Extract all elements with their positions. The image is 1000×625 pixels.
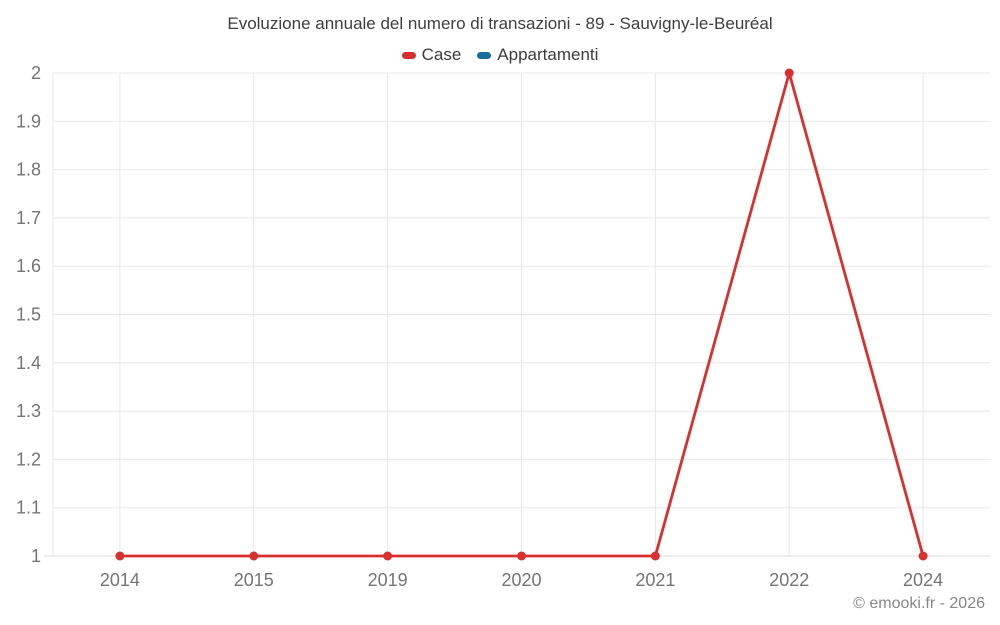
data-point-case-2019[interactable]: [383, 551, 393, 561]
y-axis-tick-label: 1.6: [16, 256, 41, 276]
x-axis-tick-label: 2022: [769, 570, 809, 590]
y-axis-tick-label: 1.4: [16, 353, 41, 373]
x-axis-tick-label: 2015: [234, 570, 274, 590]
y-axis-tick-label: 1.1: [16, 498, 41, 518]
data-point-case-2015[interactable]: [249, 551, 259, 561]
y-axis-tick-label: 1.7: [16, 208, 41, 228]
data-point-case-2024[interactable]: [918, 551, 928, 561]
y-axis-tick-label: 1.5: [16, 305, 41, 325]
y-axis-tick-label: 1: [31, 546, 41, 566]
legend-item-appartamenti[interactable]: Appartamenti: [477, 45, 598, 65]
y-axis-tick-label: 2: [31, 63, 41, 83]
x-axis-tick-label: 2020: [501, 570, 541, 590]
x-axis-tick-label: 2021: [635, 570, 675, 590]
legend-label-case: Case: [421, 45, 462, 64]
chart-legend: Case Appartamenti: [0, 44, 1000, 66]
data-point-case-2014[interactable]: [115, 551, 125, 561]
legend-label-appartamenti: Appartamenti: [497, 45, 599, 64]
data-point-case-2021[interactable]: [650, 551, 660, 561]
data-point-case-2020[interactable]: [517, 551, 526, 561]
y-axis-tick-label: 1.3: [16, 401, 41, 421]
x-axis-tick-label: 2024: [903, 570, 943, 590]
y-axis-tick-label: 1.9: [16, 111, 41, 131]
x-axis-tick-label: 2014: [100, 570, 140, 590]
y-axis-tick-label: 1.8: [16, 160, 41, 180]
legend-item-case[interactable]: Case: [401, 45, 462, 65]
y-axis-tick-label: 1.2: [16, 449, 41, 469]
case-series-swatch-icon: [401, 51, 416, 59]
x-axis-tick-label: 2019: [368, 570, 408, 590]
chart-title: Evoluzione annuale del numero di transaz…: [227, 14, 773, 33]
data-point-case-2022[interactable]: [784, 68, 794, 78]
watermark: © emooki.fr - 2026: [853, 595, 985, 612]
appartamenti-series-swatch-icon: [477, 51, 492, 59]
